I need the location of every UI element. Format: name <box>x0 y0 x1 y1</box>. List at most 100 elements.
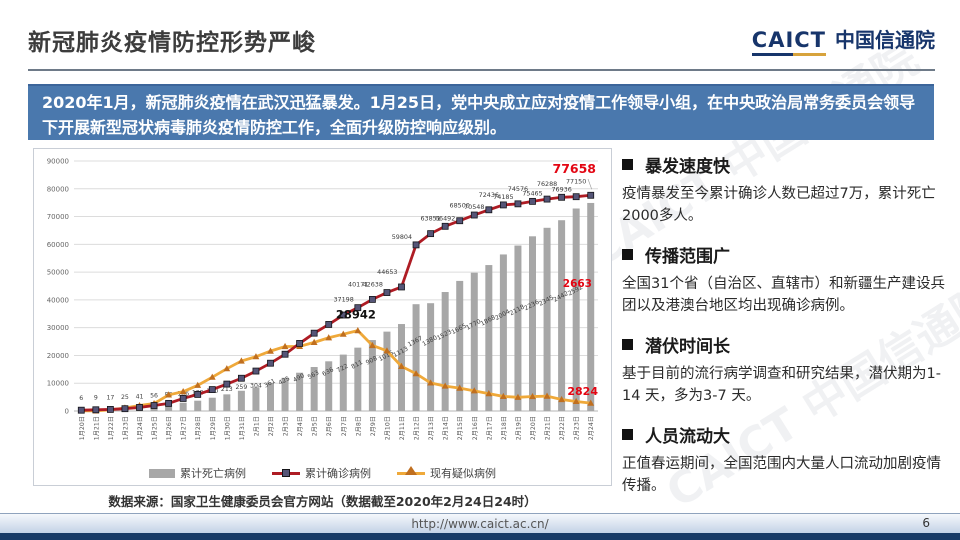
svg-text:2月21日: 2月21日 <box>545 416 552 440</box>
svg-text:2月13日: 2月13日 <box>428 416 435 440</box>
svg-text:425: 425 <box>277 375 291 387</box>
svg-text:59804: 59804 <box>392 233 412 241</box>
svg-text:25: 25 <box>121 394 129 401</box>
svg-text:60000: 60000 <box>47 241 69 249</box>
svg-text:2月20日: 2月20日 <box>530 416 537 440</box>
svg-text:70000: 70000 <box>47 213 69 221</box>
svg-text:2月3日: 2月3日 <box>283 416 290 436</box>
svg-text:2月12日: 2月12日 <box>414 416 421 440</box>
svg-text:1月30日: 1月30日 <box>224 416 231 440</box>
caict-logo: CAICT 中国信通院 <box>751 24 935 56</box>
bullet-body: 疫情暴发至今累计确诊人数已超过7万，累计死亡2000多人。 <box>622 186 936 225</box>
svg-text:1月29日: 1月29日 <box>210 416 217 440</box>
line-square-swatch-icon <box>272 468 300 478</box>
bullet-title: 潜伏时间长 <box>645 336 730 357</box>
bullet-heading: 暴发速度快 <box>622 152 947 177</box>
caict-logo-chinese: 中国信通院 <box>835 28 935 52</box>
footer-url[interactable]: http://www.caict.ac.cn/ <box>411 516 549 531</box>
svg-text:2月8日: 2月8日 <box>355 416 362 436</box>
svg-text:1月20日: 1月20日 <box>79 416 86 440</box>
svg-text:42638: 42638 <box>363 281 383 289</box>
svg-text:66492: 66492 <box>435 214 455 222</box>
slide-header: 新冠肺炎疫情防控形势严峻 CAICT 中国信通院 <box>28 14 935 66</box>
bullet-title: 人员流动大 <box>645 426 730 447</box>
svg-text:70548: 70548 <box>464 203 484 211</box>
legend-item-confirmed: 累计确诊病例 <box>272 465 371 481</box>
svg-text:1月28日: 1月28日 <box>195 416 202 440</box>
svg-text:2月5日: 2月5日 <box>312 416 319 436</box>
svg-text:2月19日: 2月19日 <box>515 416 522 440</box>
bullet-section-speed: 暴发速度快 疫情暴发至今累计确诊人数已超过7万，累计死亡2000多人。 <box>622 152 947 228</box>
svg-text:6: 6 <box>79 395 83 402</box>
svg-text:2月9日: 2月9日 <box>370 416 377 436</box>
svg-text:44653: 44653 <box>377 268 397 276</box>
bar-swatch-icon <box>149 468 175 478</box>
svg-text:63851: 63851 <box>420 215 440 223</box>
square-bullet-icon <box>622 428 633 440</box>
epidemic-chart-panel: 0 10000 20000 30000 40000 50000 60000 70000 8000… <box>33 148 612 486</box>
caict-logo-latin: CAICT <box>751 28 826 56</box>
svg-text:259: 259 <box>235 384 247 391</box>
svg-text:9: 9 <box>94 395 98 402</box>
svg-text:75465: 75465 <box>522 189 542 197</box>
svg-text:2824: 2824 <box>567 385 598 398</box>
svg-text:2月10日: 2月10日 <box>384 416 391 440</box>
svg-text:908: 908 <box>365 355 379 367</box>
legend-label-confirmed: 累计确诊病例 <box>305 467 371 480</box>
svg-text:2月6日: 2月6日 <box>326 416 333 436</box>
svg-text:2月16日: 2月16日 <box>472 416 479 440</box>
page-number: 6 <box>922 516 930 530</box>
svg-text:636: 636 <box>321 366 335 378</box>
svg-text:2月7日: 2月7日 <box>341 416 348 436</box>
svg-text:1月24日: 1月24日 <box>137 416 144 440</box>
svg-text:811: 811 <box>350 359 364 371</box>
header-divider <box>28 69 935 71</box>
svg-text:2月23日: 2月23日 <box>574 416 581 440</box>
svg-text:2663: 2663 <box>563 278 592 290</box>
footer-bar: http://www.caict.ac.cn/ 6 <box>0 513 960 533</box>
bullet-heading: 潜伏时间长 <box>622 332 947 357</box>
svg-text:1月23日: 1月23日 <box>122 416 129 440</box>
legend-label-deaths: 累计死亡病例 <box>180 467 246 480</box>
svg-text:28942: 28942 <box>336 308 376 322</box>
svg-text:2月17日: 2月17日 <box>486 416 493 440</box>
svg-text:68500: 68500 <box>450 202 470 210</box>
svg-text:2月15日: 2月15日 <box>457 416 464 440</box>
svg-text:77150: 77150 <box>566 178 586 186</box>
bullet-heading: 传播范围广 <box>622 242 947 267</box>
svg-text:1月26日: 1月26日 <box>166 416 173 440</box>
square-bullet-icon <box>622 248 633 260</box>
svg-text:2月1日: 2月1日 <box>253 416 260 436</box>
svg-text:41: 41 <box>136 393 144 400</box>
key-points-panel: 暴发速度快 疫情暴发至今累计确诊人数已超过7万，累计死亡2000多人。 传播范围… <box>622 152 947 512</box>
bullet-title: 暴发速度快 <box>645 157 730 177</box>
svg-text:2月22日: 2月22日 <box>559 416 566 440</box>
svg-text:76288: 76288 <box>537 180 557 188</box>
svg-text:40000: 40000 <box>47 296 69 304</box>
svg-text:213: 213 <box>221 386 233 393</box>
svg-text:20000: 20000 <box>47 352 69 360</box>
bullet-section-range: 传播范围广 全国31个省（自治区、直辖市）和新疆生产建设兵团以及港澳台地区均出现… <box>622 242 947 318</box>
line-triangle-swatch-icon <box>397 465 425 478</box>
svg-text:90000: 90000 <box>47 158 69 166</box>
legend-label-suspected: 现有疑似病例 <box>430 467 496 480</box>
legend-item-suspected: 现有疑似病例 <box>397 465 496 481</box>
svg-text:76936: 76936 <box>551 185 571 193</box>
svg-text:74185: 74185 <box>493 193 513 201</box>
chart-legend: 累计死亡病例 累计确诊病例 现有疑似病例 <box>34 465 611 481</box>
svg-text:304: 304 <box>250 382 262 389</box>
footer-accent-strip <box>0 533 960 540</box>
bullet-heading: 人员流动大 <box>622 422 947 447</box>
legend-item-deaths: 累计死亡病例 <box>149 465 246 481</box>
svg-text:1月21日: 1月21日 <box>93 416 100 440</box>
svg-text:1月31日: 1月31日 <box>239 416 246 440</box>
svg-text:0: 0 <box>65 408 69 416</box>
svg-text:30000: 30000 <box>47 324 69 332</box>
svg-text:563: 563 <box>307 369 321 381</box>
svg-text:10000: 10000 <box>47 380 69 388</box>
epidemic-chart: 0 10000 20000 30000 40000 50000 60000 70000 8000… <box>34 149 611 465</box>
square-bullet-icon <box>622 159 633 170</box>
svg-text:80000: 80000 <box>47 185 69 193</box>
svg-text:40171: 40171 <box>348 280 368 288</box>
bullet-section-incubation: 潜伏时间长 基于目前的流行病学调查和研究结果，潜伏期为1-14 天，多为3-7 … <box>622 332 947 408</box>
